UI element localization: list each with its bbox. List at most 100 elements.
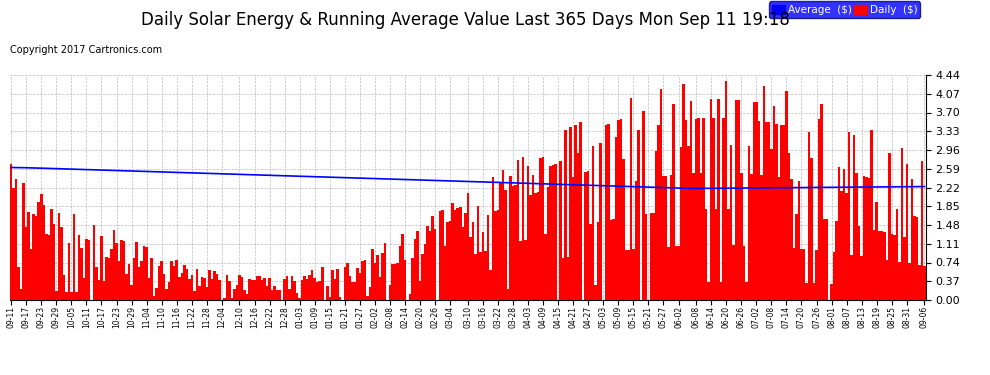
Bar <box>537 192 540 300</box>
Bar <box>461 227 464 300</box>
Bar <box>923 266 926 300</box>
Bar <box>644 214 647 300</box>
Bar <box>28 212 30 300</box>
Bar <box>760 175 762 300</box>
Bar <box>675 246 677 300</box>
Bar <box>115 243 118 300</box>
Bar <box>853 135 855 300</box>
Bar <box>821 104 823 300</box>
Bar <box>702 118 705 300</box>
Bar <box>906 164 908 300</box>
Bar <box>757 120 760 300</box>
Bar <box>492 177 494 300</box>
Bar <box>248 279 250 300</box>
Bar <box>35 216 38 300</box>
Bar <box>239 274 241 300</box>
Bar <box>858 226 860 300</box>
Bar <box>165 289 168 300</box>
Bar <box>845 193 847 300</box>
Bar <box>755 102 757 300</box>
Bar <box>643 111 644 300</box>
Bar <box>422 255 424 300</box>
Bar <box>815 251 818 300</box>
Bar <box>880 231 883 300</box>
Bar <box>429 231 432 300</box>
Bar <box>344 267 346 300</box>
Bar <box>70 292 72 300</box>
Bar <box>680 147 682 300</box>
Bar <box>331 270 334 300</box>
Bar <box>439 211 442 300</box>
Bar <box>770 149 772 300</box>
Bar <box>143 246 146 300</box>
Bar <box>409 294 411 300</box>
Bar <box>93 225 95 300</box>
Bar <box>649 213 652 300</box>
Bar <box>208 270 211 300</box>
Bar <box>456 208 459 300</box>
Bar <box>569 128 572 300</box>
Bar <box>65 292 67 300</box>
Bar <box>216 274 218 300</box>
Bar <box>356 268 358 300</box>
Bar <box>522 157 525 300</box>
Bar <box>113 230 115 300</box>
Bar <box>662 176 664 300</box>
Bar <box>697 118 700 300</box>
Bar <box>329 297 331 300</box>
Bar <box>228 281 231 300</box>
Bar <box>296 293 298 300</box>
Bar <box>847 132 850 300</box>
Bar <box>682 84 685 300</box>
Bar <box>540 158 542 300</box>
Bar <box>268 278 271 300</box>
Bar <box>293 281 296 300</box>
Bar <box>735 100 738 300</box>
Bar <box>795 214 798 300</box>
Bar <box>911 178 913 300</box>
Bar <box>740 173 742 300</box>
Bar <box>201 277 203 300</box>
Bar <box>527 166 530 300</box>
Bar <box>358 273 361 300</box>
Bar <box>833 252 836 300</box>
Bar <box>745 282 747 300</box>
Bar <box>813 284 815 300</box>
Bar <box>459 207 461 300</box>
Bar <box>100 236 103 300</box>
Bar <box>855 173 858 300</box>
Bar <box>128 264 131 300</box>
Bar <box>803 249 805 300</box>
Bar <box>244 290 246 300</box>
Bar <box>504 190 507 300</box>
Bar <box>351 282 353 300</box>
Bar <box>738 100 740 300</box>
Bar <box>850 255 853 300</box>
Bar <box>542 157 545 300</box>
Bar <box>444 246 446 300</box>
Bar <box>831 284 833 300</box>
Bar <box>800 249 803 300</box>
Bar <box>163 274 165 300</box>
Bar <box>82 278 85 300</box>
Bar <box>57 213 60 300</box>
Bar <box>497 210 499 300</box>
Bar <box>23 183 25 300</box>
Bar <box>155 288 158 300</box>
Bar <box>309 275 311 300</box>
Bar <box>288 289 291 300</box>
Bar <box>10 164 13 300</box>
Bar <box>747 146 750 300</box>
Bar <box>38 202 40 300</box>
Bar <box>373 263 376 300</box>
Bar <box>278 290 281 300</box>
Bar <box>659 89 662 300</box>
Bar <box>818 119 821 300</box>
Bar <box>419 281 422 300</box>
Bar <box>625 250 627 300</box>
Bar <box>670 176 672 300</box>
Bar <box>379 277 381 300</box>
Bar <box>52 224 55 300</box>
Bar <box>772 105 775 300</box>
Bar <box>60 227 62 300</box>
